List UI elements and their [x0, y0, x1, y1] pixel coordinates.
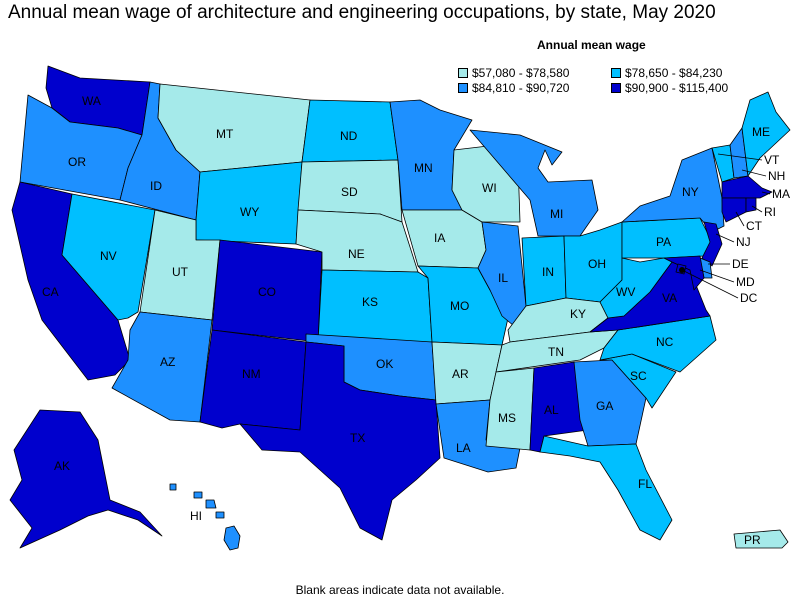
state-label-OH: OH: [588, 257, 606, 271]
leader-line-VT: [717, 153, 763, 161]
state-label-NM: NM: [242, 367, 261, 381]
legend-item-tier-1: $57,080 - $78,580: [458, 66, 569, 80]
state-label-HI: HI: [190, 509, 202, 523]
state-MD[interactable]: [663, 255, 705, 291]
state-label-PA: PA: [656, 235, 671, 249]
state-label-AZ: AZ: [160, 355, 175, 369]
leader-line-RI: [751, 205, 763, 213]
leader-line-NJ: [715, 233, 735, 243]
state-label-OK: OK: [376, 357, 393, 371]
state-label-RI: RI: [764, 205, 776, 219]
state-label-VA: VA: [662, 291, 677, 305]
state-label-NH: NH: [768, 169, 785, 183]
state-PR[interactable]: [733, 529, 789, 549]
state-NY[interactable]: [621, 147, 725, 233]
state-IL[interactable]: [477, 221, 527, 327]
state-label-DE: DE: [732, 257, 749, 271]
state-label-WV: WV: [616, 285, 635, 299]
state-label-FL: FL: [638, 477, 652, 491]
state-AK[interactable]: [9, 409, 163, 549]
state-label-MI: MI: [550, 207, 563, 221]
state-RI[interactable]: [745, 197, 757, 213]
state-NJ[interactable]: [701, 221, 723, 267]
legend-item-tier-3: $84,810 - $90,720: [458, 81, 569, 95]
state-label-MN: MN: [414, 161, 433, 175]
state-label-WI: WI: [482, 181, 497, 195]
leader-line-CT: [735, 211, 745, 227]
state-CT[interactable]: [721, 197, 747, 223]
state-label-CA: CA: [42, 285, 59, 299]
legend-swatch: [458, 83, 468, 93]
state-label-VT: VT: [764, 153, 780, 167]
state-label-KY: KY: [570, 307, 586, 321]
legend-swatch: [458, 68, 468, 78]
state-FL[interactable]: [539, 435, 673, 541]
state-label-CO: CO: [258, 285, 276, 299]
state-label-ME: ME: [752, 125, 770, 139]
footnote: Blank areas indicate data not available.: [295, 583, 505, 597]
state-TX[interactable]: [239, 341, 441, 541]
state-NC[interactable]: [599, 315, 717, 373]
state-label-NJ: NJ: [736, 235, 751, 249]
state-label-MS: MS: [498, 411, 516, 425]
state-label-NE: NE: [348, 247, 365, 261]
state-label-NY: NY: [682, 185, 699, 199]
leader-line-NH: [741, 169, 767, 177]
leader-line-MD: [699, 269, 735, 283]
state-HI-islands[interactable]: [169, 483, 225, 519]
state-label-WA: WA: [82, 94, 101, 108]
legend-title: Annual mean wage: [537, 38, 646, 52]
state-label-LA: LA: [456, 441, 471, 455]
leader-line-MA: [761, 191, 771, 195]
state-label-CT: CT: [746, 219, 763, 233]
state-label-IN: IN: [542, 265, 554, 279]
state-MS[interactable]: [485, 367, 535, 451]
state-label-MD: MD: [736, 275, 755, 289]
state-label-ND: ND: [340, 129, 358, 143]
state-label-KS: KS: [362, 295, 378, 309]
state-label-IA: IA: [434, 231, 445, 245]
state-label-WY: WY: [240, 205, 259, 219]
leader-line-DC: [681, 269, 739, 299]
state-label-AR: AR: [452, 367, 469, 381]
state-WY[interactable]: [195, 161, 303, 245]
state-label-NV: NV: [100, 249, 117, 263]
legend-swatch: [611, 68, 621, 78]
state-HI[interactable]: [223, 525, 241, 551]
label-leader-lines: [681, 153, 771, 299]
state-ME[interactable]: [741, 91, 791, 177]
legend-item-tier-4: $90,900 - $115,400: [611, 81, 728, 95]
state-label-TN: TN: [548, 345, 564, 359]
state-label-AL: AL: [544, 403, 559, 417]
legend-item-tier-2: $78,650 - $84,230: [611, 66, 722, 80]
dc-marker: [679, 267, 685, 273]
state-label-SD: SD: [341, 185, 358, 199]
state-label-IL: IL: [498, 271, 508, 285]
state-label-UT: UT: [172, 265, 189, 279]
state-label-MO: MO: [450, 299, 469, 313]
state-label-TX: TX: [350, 431, 365, 445]
state-label-DC: DC: [740, 291, 758, 305]
legend-label: $90,900 - $115,400: [625, 81, 729, 95]
state-label-GA: GA: [596, 399, 613, 413]
legend-label: $84,810 - $90,720: [472, 81, 570, 95]
legend-label: $78,650 - $84,230: [625, 66, 723, 80]
state-AZ[interactable]: [111, 311, 213, 423]
state-label-MA: MA: [772, 187, 790, 201]
state-label-PR: PR: [744, 533, 761, 547]
state-label-MT: MT: [216, 127, 234, 141]
state-label-SC: SC: [630, 369, 647, 383]
state-MI[interactable]: [469, 129, 599, 237]
legend-label: $57,080 - $78,580: [472, 66, 570, 80]
legend-swatch: [611, 83, 621, 93]
state-label-OR: OR: [68, 155, 86, 169]
state-label-ID: ID: [150, 179, 162, 193]
map-title: Annual mean wage of architecture and eng…: [8, 2, 716, 23]
state-label-NC: NC: [656, 335, 674, 349]
state-label-AK: AK: [54, 459, 70, 473]
